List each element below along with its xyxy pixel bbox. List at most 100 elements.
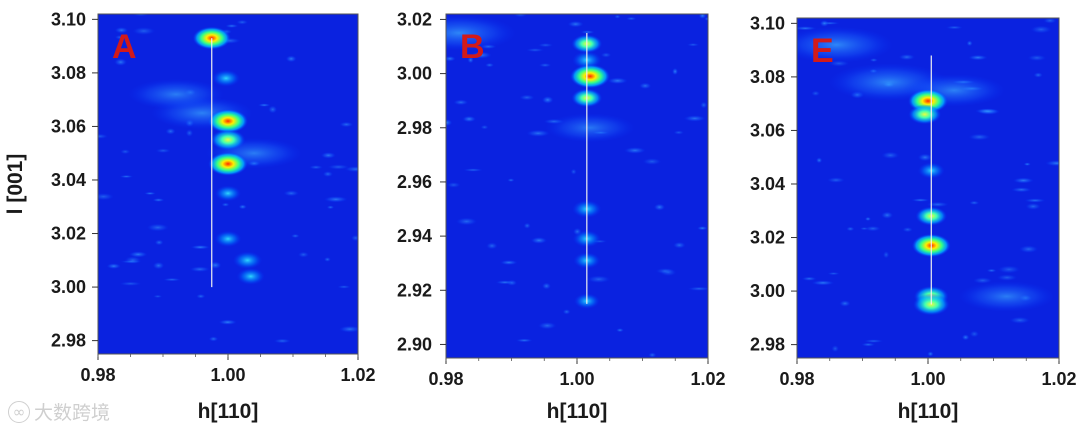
speckle [1045,160,1059,167]
speckle [152,261,165,270]
speckle [526,129,550,137]
speckle [463,168,483,172]
speckle [285,55,297,63]
speckle [1023,162,1031,166]
speckle [446,182,461,188]
panel-b: 3.02 3.00 2.98 2.96 2.94 2.92 2.90 0.98 1.00 1.02… [397,9,726,423]
speckle [869,58,878,62]
speckle [351,234,358,242]
speckle [811,280,835,286]
diffraction-peak [236,267,265,285]
speckle [268,105,278,114]
speckle [541,282,551,290]
speckle [864,216,871,222]
speckle [969,200,980,205]
speckle [98,193,114,201]
speckle [309,165,323,170]
diffuse-region [545,113,636,143]
speckle [323,196,348,203]
y-tick-label: 3.10 [750,13,785,33]
y-tick-label: 3.02 [51,224,86,244]
y-tick-label: 3.04 [750,174,785,194]
speckle [190,245,210,250]
speckle [106,263,121,270]
speckle [486,242,498,250]
speckle [600,52,612,58]
speckle [515,338,533,343]
speckle [455,217,478,226]
speckle [926,201,949,208]
y-tick-label: 2.98 [750,335,785,355]
speckle [480,124,489,130]
diffraction-peak [212,69,241,87]
speckle [945,25,963,30]
speckle [209,261,222,270]
x-axis-label: h[110] [547,400,608,423]
speckle [655,268,675,275]
y-tick-label: 3.04 [51,170,86,190]
panel-a: 3.10 3.08 3.06 3.04 3.02 3.00 2.98 0.98 1.00 1.02… [4,9,376,423]
speckle [672,67,679,76]
diffraction-peak [232,251,263,270]
speckle [683,115,706,122]
speckle [961,334,970,341]
speckle [819,19,829,27]
diffraction-peak [208,109,248,134]
speckle [165,127,176,135]
panel-e: 3.10 3.08 3.06 3.04 3.02 3.00 2.98 0.98 1.00 1.02… [750,13,1077,423]
speckle [969,330,980,338]
speckle [114,58,128,66]
speckle [831,345,839,353]
speckle [154,239,164,246]
y-tick-label: 3.00 [397,64,432,84]
speckle [846,226,855,232]
speckle [124,256,142,265]
speckle [327,164,350,170]
speckle [462,115,477,123]
speckle [297,251,309,258]
diffuse-region [446,14,517,52]
speckle [686,43,700,47]
panel-letter: B [460,28,485,66]
speckle [208,336,219,342]
speckle [236,19,249,25]
y-tick-label: 3.06 [51,116,86,136]
speckle [1027,54,1047,62]
watermark-text: 大数跨境 [34,402,111,424]
diffraction-peak [214,230,242,248]
speckle [120,149,131,155]
speckle [155,148,171,154]
speckle [114,26,129,34]
speckle [1025,203,1041,210]
speckle [495,280,515,285]
diffraction-peak [208,152,248,176]
speckle [538,63,552,68]
speckle [648,352,657,358]
speckle [968,54,988,61]
speckle [616,328,624,333]
speckle [642,158,662,165]
speckle [698,14,707,19]
speckle [523,222,531,229]
speckle [291,233,300,239]
speckle [859,227,869,231]
speckle [273,338,291,344]
diffuse-region [958,281,1055,312]
x-tick-label: 0.98 [428,369,463,389]
speckle [322,171,333,178]
speckle [144,191,156,195]
watermark: ∞ 大数跨境 [8,398,110,425]
x-tick-label: 1.02 [690,369,725,389]
speckle [996,274,1018,281]
speckle [1011,187,1032,193]
y-tick-label: 2.94 [397,226,432,246]
speckle [132,27,156,35]
speckle [607,77,628,85]
speckle [530,237,548,244]
y-tick-label: 2.98 [397,118,432,138]
diffraction-peak [908,104,942,125]
x-tick-label: 1.02 [1041,369,1076,389]
y-tick-label: 2.90 [397,334,432,354]
speckle [119,281,142,286]
